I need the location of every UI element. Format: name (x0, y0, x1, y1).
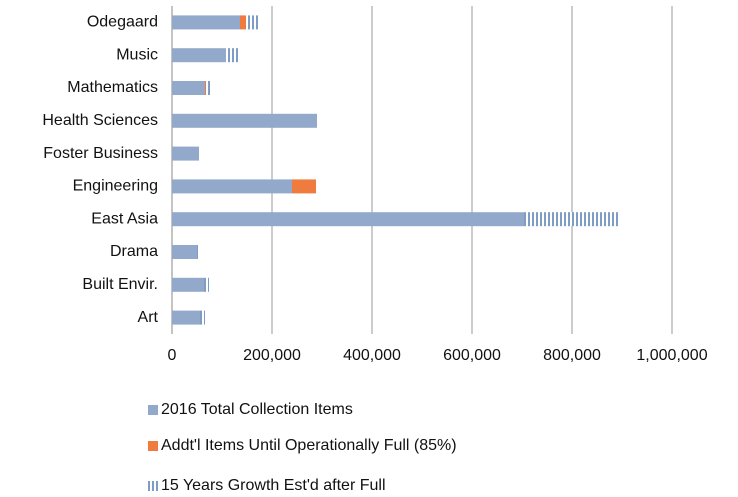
bar-segment (172, 245, 197, 259)
y-tick-label: Odegaard (87, 14, 158, 31)
bar-segment (246, 15, 258, 30)
bar-segment (240, 15, 246, 30)
bar-segment (172, 48, 226, 63)
bar-segment (172, 113, 317, 128)
bar-segment (172, 212, 524, 227)
bar-segment (172, 277, 204, 292)
legend-label: Addt'l Items Until Operationally Full (8… (161, 437, 457, 454)
x-tick-label: 0 (168, 347, 177, 364)
bar-segment (172, 179, 292, 194)
bar-segment (226, 48, 238, 63)
bar-segment (524, 212, 620, 227)
y-tick-label: Mathematics (67, 79, 158, 96)
legend-swatch (148, 405, 158, 415)
bar-segment (204, 277, 209, 292)
y-tick-label: Foster Business (43, 145, 158, 162)
bar-segment (172, 310, 200, 325)
bar-segment (205, 81, 206, 95)
bar-segment (197, 245, 200, 259)
y-tick-label: Music (116, 46, 158, 63)
x-tick-label: 200,000 (243, 347, 301, 364)
y-tick-label: Health Sciences (42, 112, 158, 129)
y-tick-label: Built Envir. (82, 276, 158, 293)
bar-segment (206, 81, 211, 95)
x-tick-label: 1,000,000 (636, 347, 707, 364)
legend-label: 2016 Total Collection Items (161, 401, 353, 418)
bar-segment (172, 81, 205, 95)
x-tick-label: 600,000 (443, 347, 501, 364)
y-tick-label: Art (138, 309, 159, 326)
x-tick-label: 400,000 (343, 347, 401, 364)
bar-segment (292, 179, 316, 194)
y-tick-label: Engineering (73, 178, 158, 195)
bar-segment (200, 310, 205, 325)
x-tick-label: 800,000 (543, 347, 601, 364)
y-tick-label: Drama (110, 243, 158, 260)
legend-swatch (148, 481, 158, 491)
legend-label: 15 Years Growth Est'd after Full (161, 477, 386, 494)
legend-swatch (148, 441, 158, 451)
bar-segment (172, 15, 240, 30)
bar-segment (172, 146, 199, 161)
y-tick-label: East Asia (91, 210, 158, 227)
